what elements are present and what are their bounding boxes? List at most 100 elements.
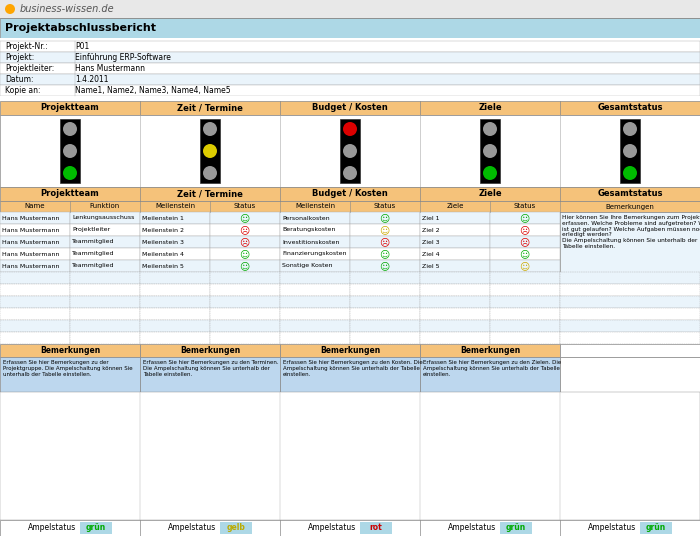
- Bar: [210, 236, 280, 248]
- Text: Erfassen Sie hier Bemerkungen zu den Terminen.
Die Ampelschaltung können Sie unt: Erfassen Sie hier Bemerkungen zu den Ter…: [143, 360, 279, 377]
- Text: ☹: ☹: [379, 237, 389, 247]
- Text: Investitionskosten: Investitionskosten: [282, 240, 340, 244]
- Text: Status: Status: [234, 204, 256, 210]
- Bar: [140, 320, 210, 332]
- Text: ☺: ☺: [519, 213, 529, 223]
- Bar: [0, 187, 700, 201]
- Text: grün: grün: [506, 524, 526, 532]
- Bar: [70, 260, 140, 272]
- Text: ☺: ☺: [239, 213, 249, 223]
- Bar: [0, 0, 700, 18]
- Bar: [0, 85, 700, 96]
- Bar: [210, 224, 280, 236]
- Bar: [560, 357, 700, 392]
- Circle shape: [63, 166, 77, 180]
- Text: Ampelstatus: Ampelstatus: [28, 524, 76, 532]
- Text: Beratungskosten: Beratungskosten: [282, 227, 335, 233]
- Bar: [490, 260, 560, 272]
- Circle shape: [5, 4, 15, 14]
- Text: Lenkungsausschuss: Lenkungsausschuss: [72, 215, 134, 220]
- Bar: [420, 332, 490, 344]
- Text: Teammitglied: Teammitglied: [72, 240, 115, 244]
- Circle shape: [483, 122, 497, 136]
- Bar: [490, 332, 560, 344]
- Bar: [350, 248, 420, 260]
- Bar: [560, 332, 700, 344]
- Text: Meilenstein: Meilenstein: [295, 204, 335, 210]
- Bar: [0, 248, 70, 260]
- Text: ☹: ☹: [519, 237, 529, 247]
- Bar: [70, 272, 140, 284]
- Text: Zeit / Termine: Zeit / Termine: [177, 190, 243, 198]
- Bar: [0, 308, 70, 320]
- Text: Zeit / Termine: Zeit / Termine: [177, 103, 243, 113]
- Bar: [210, 248, 280, 260]
- Bar: [140, 332, 210, 344]
- Bar: [0, 520, 700, 536]
- Text: Ampelstatus: Ampelstatus: [308, 524, 356, 532]
- Bar: [0, 332, 70, 344]
- Text: ☺: ☺: [519, 261, 529, 271]
- Bar: [280, 272, 350, 284]
- Bar: [0, 41, 700, 52]
- Bar: [360, 522, 392, 534]
- Bar: [280, 224, 350, 236]
- Text: ☺: ☺: [519, 249, 529, 259]
- Text: Hans Mustermann: Hans Mustermann: [75, 64, 145, 73]
- Circle shape: [623, 122, 637, 136]
- Bar: [560, 320, 700, 332]
- Bar: [210, 212, 280, 224]
- Bar: [420, 248, 490, 260]
- Bar: [490, 272, 560, 284]
- Bar: [0, 101, 700, 115]
- Bar: [640, 522, 672, 534]
- Text: Projektabschlussbericht: Projektabschlussbericht: [5, 23, 156, 33]
- Bar: [140, 260, 210, 272]
- Bar: [350, 308, 420, 320]
- Bar: [280, 212, 350, 224]
- Bar: [220, 522, 252, 534]
- Bar: [490, 224, 560, 236]
- Bar: [280, 320, 350, 332]
- Text: Budget / Kosten: Budget / Kosten: [312, 103, 388, 113]
- Bar: [70, 308, 140, 320]
- Bar: [350, 320, 420, 332]
- Bar: [210, 320, 280, 332]
- Bar: [350, 272, 420, 284]
- Text: grün: grün: [646, 524, 666, 532]
- Bar: [490, 296, 560, 308]
- Bar: [140, 284, 210, 296]
- Text: Hans Mustermann: Hans Mustermann: [2, 215, 60, 220]
- Bar: [140, 357, 280, 392]
- Text: Hans Mustermann: Hans Mustermann: [2, 227, 60, 233]
- Text: ☹: ☹: [239, 225, 249, 235]
- Bar: [490, 248, 560, 260]
- Text: Ziel 5: Ziel 5: [422, 264, 440, 269]
- Bar: [280, 357, 420, 392]
- Bar: [280, 236, 350, 248]
- Circle shape: [483, 144, 497, 158]
- Bar: [210, 260, 280, 272]
- Text: Sonstige Kosten: Sonstige Kosten: [282, 264, 332, 269]
- Text: Ampelstatus: Ampelstatus: [588, 524, 636, 532]
- Bar: [0, 392, 700, 520]
- Text: business-wissen.de: business-wissen.de: [20, 4, 115, 14]
- Text: Meilenstein 5: Meilenstein 5: [142, 264, 184, 269]
- Bar: [350, 284, 420, 296]
- Text: Bemerkungen: Bemerkungen: [180, 346, 240, 355]
- Bar: [0, 344, 140, 357]
- Bar: [560, 284, 700, 296]
- Bar: [0, 96, 700, 101]
- Text: Hans Mustermann: Hans Mustermann: [2, 240, 60, 244]
- Text: Projekt-Nr.:: Projekt-Nr.:: [5, 42, 48, 51]
- Bar: [200, 119, 220, 183]
- Bar: [0, 63, 700, 74]
- Bar: [420, 344, 560, 357]
- Bar: [210, 296, 280, 308]
- Text: Funktion: Funktion: [90, 204, 120, 210]
- Text: grün: grün: [86, 524, 106, 532]
- Text: Bemerkungen: Bemerkungen: [460, 346, 520, 355]
- Bar: [0, 201, 700, 212]
- Bar: [280, 308, 350, 320]
- Bar: [280, 284, 350, 296]
